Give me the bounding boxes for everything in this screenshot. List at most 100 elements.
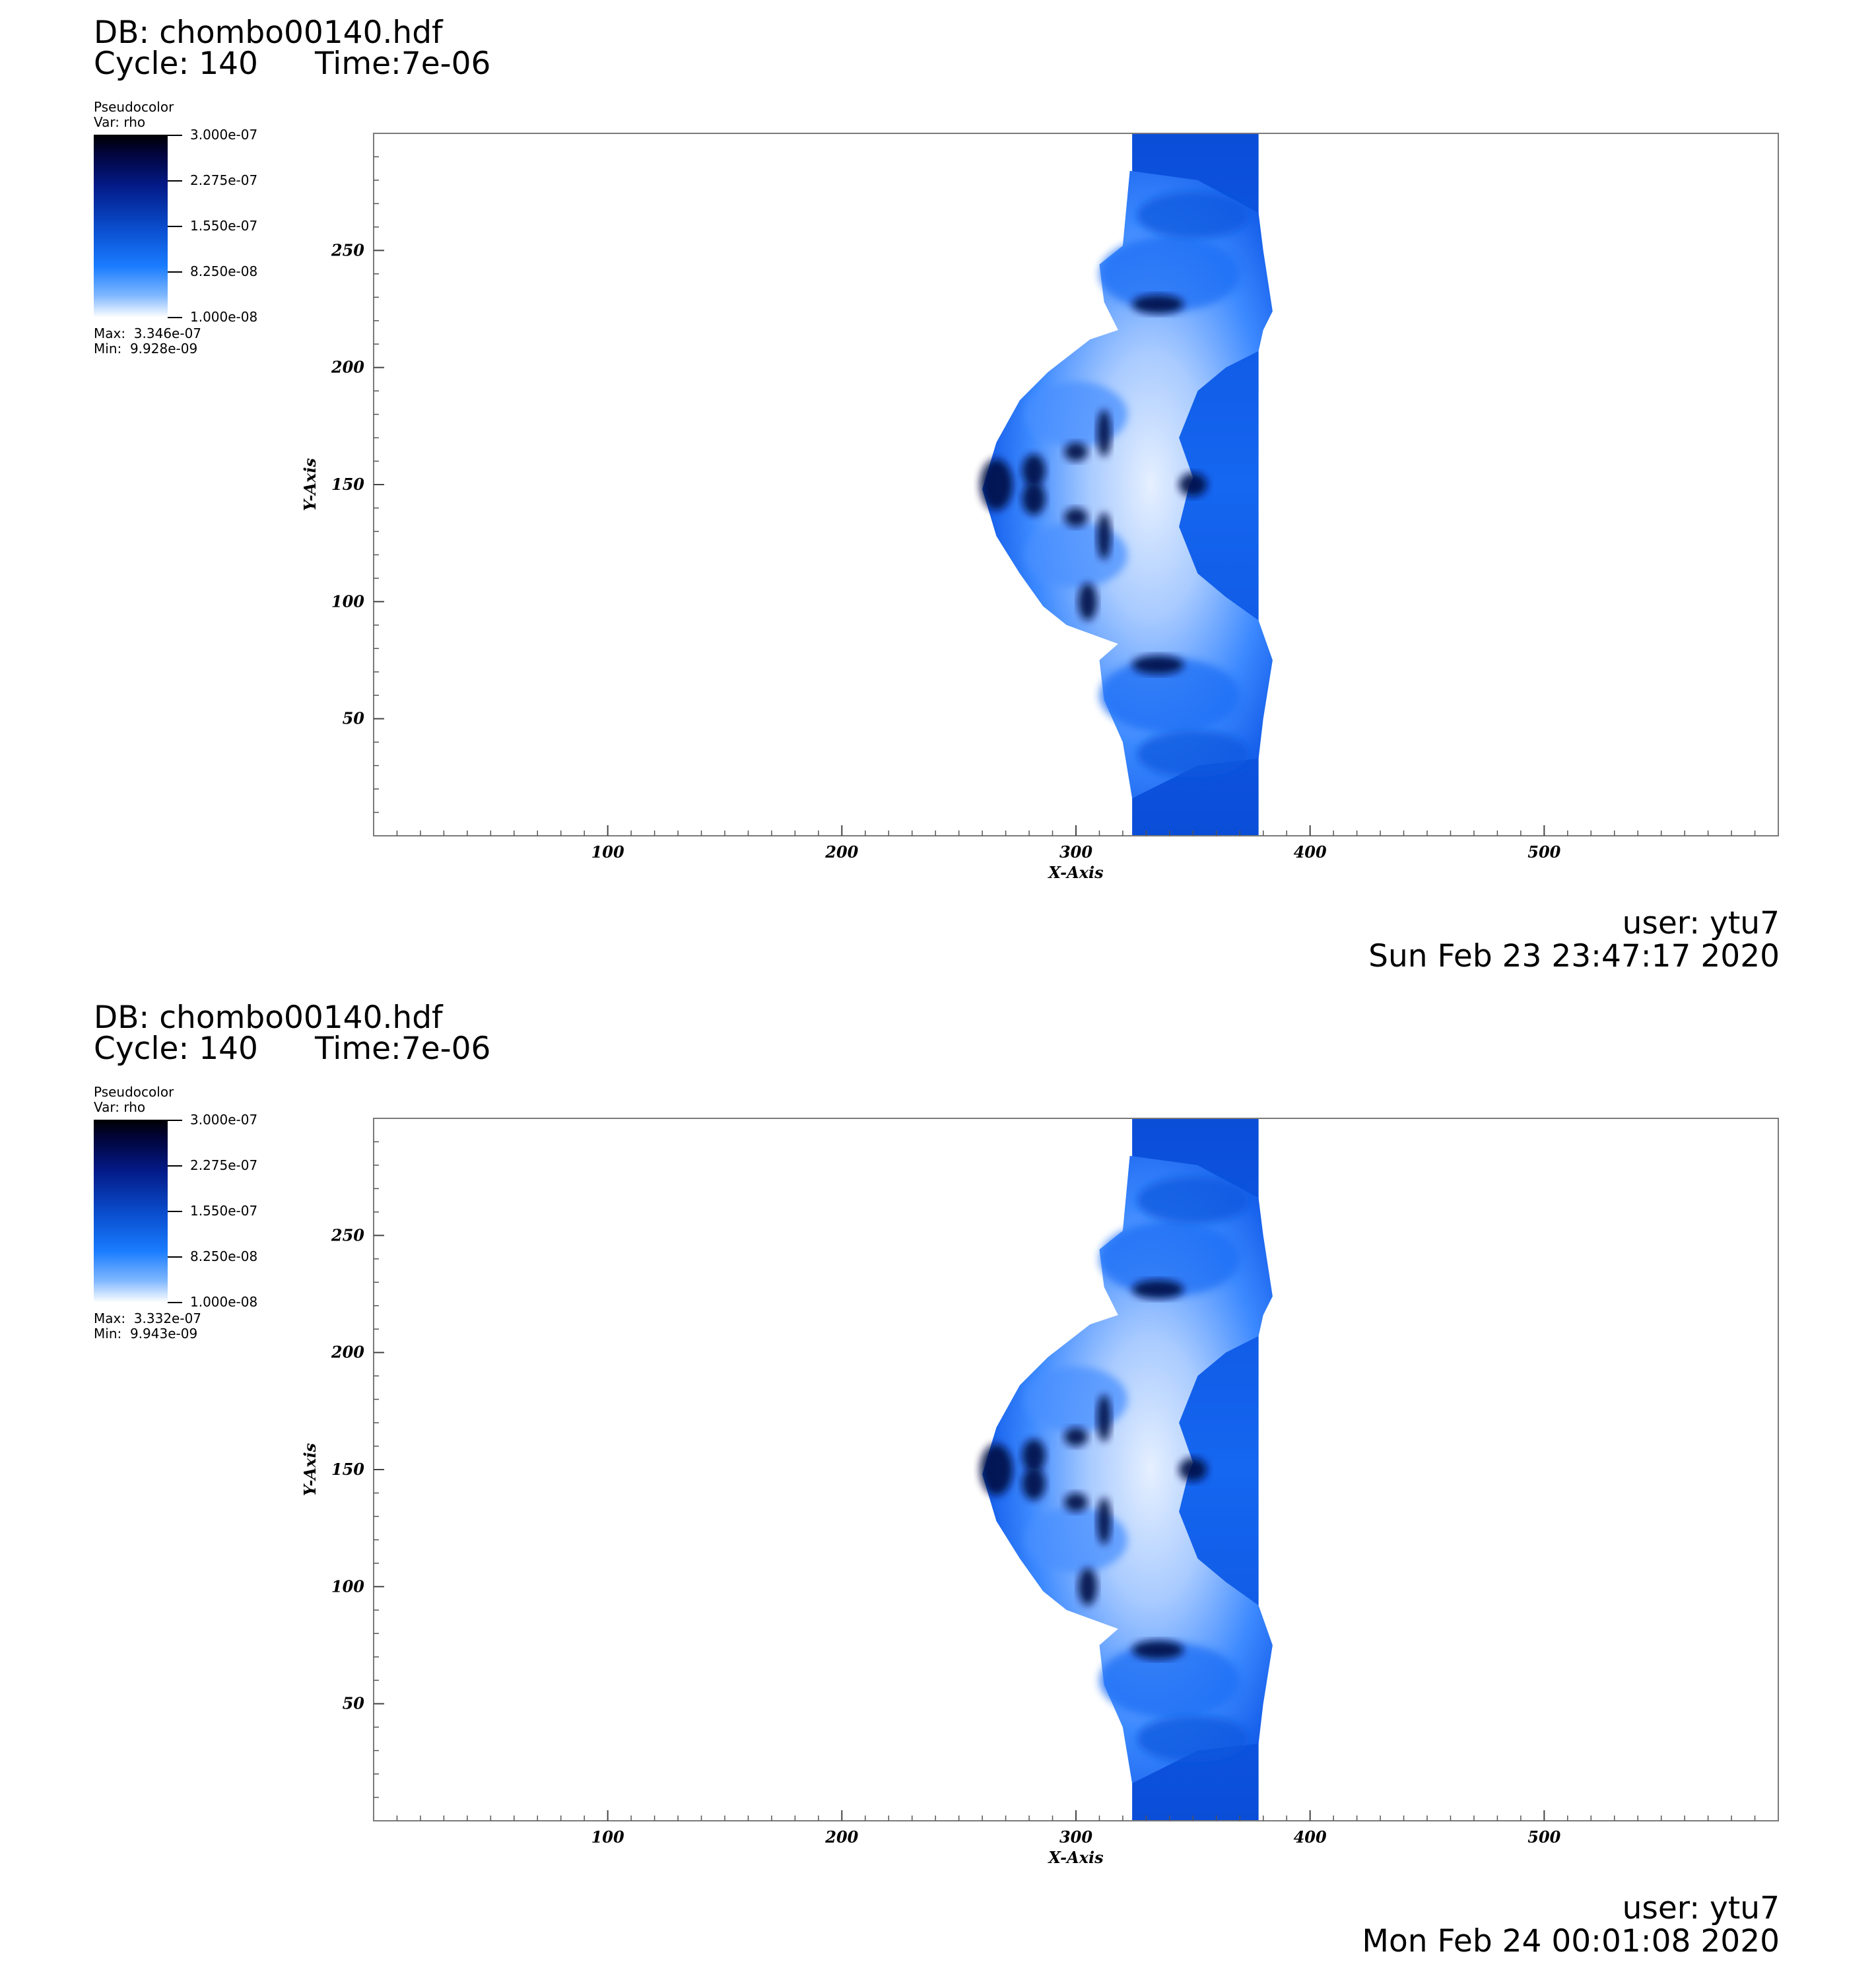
cycle-time-line: Cycle: 140 Time:7e-06 <box>94 1033 490 1064</box>
pseudocolor-plot: 100 200 300 400 500 50 100 150 200 250 X-Axis Y-Axi… <box>300 1118 1779 1867</box>
density-filament <box>1064 1493 1088 1512</box>
legend-tick-label: 3.000e-07 <box>190 127 258 143</box>
y-tick-label: 150 <box>331 475 364 494</box>
x-tick-label: 500 <box>1527 1827 1560 1847</box>
cycle-time-line: Cycle: 140 Time:7e-06 <box>94 48 490 79</box>
x-tick-label: 300 <box>1059 842 1092 862</box>
y-axis-title: Y-Axis <box>300 1443 319 1496</box>
pseudocolor-plot: 100 200 300 400 500 50 100 150 200 250 X-Axis Y-Axi… <box>300 133 1779 882</box>
density-lobe <box>1024 381 1128 448</box>
db-label: DB: chombo00140.hdf <box>94 1000 443 1036</box>
density-filament <box>1078 582 1097 621</box>
shocked-region <box>982 1155 1273 1784</box>
density-filament <box>1022 454 1046 487</box>
x-axis-title: X-Axis <box>1047 1848 1104 1867</box>
y-tick-label: 100 <box>331 592 364 611</box>
legend-plot-type: Pseudocolor <box>94 99 174 115</box>
user-label: user: ytu7 <box>1622 905 1780 941</box>
density-field <box>980 133 1273 836</box>
legend-tick-label: 1.000e-08 <box>190 1294 258 1310</box>
density-lobe <box>1099 658 1240 733</box>
legend-tick <box>168 1120 182 1121</box>
legend-tick-label: 3.000e-07 <box>190 1112 258 1128</box>
legend-tick-label: 2.275e-07 <box>190 1157 258 1173</box>
user-label: user: ytu7 <box>1622 1890 1780 1926</box>
density-filament <box>1064 1427 1088 1446</box>
density-lobe <box>1024 1507 1128 1573</box>
legend-min: Min: 9.928e-09 <box>94 341 198 357</box>
legend-max: Max: 3.346e-07 <box>94 325 202 341</box>
shocked-region <box>982 170 1273 799</box>
legend-tick-label: 1.000e-08 <box>190 309 258 325</box>
density-filament <box>1132 294 1184 314</box>
legend-plot-type: Pseudocolor <box>94 1084 174 1100</box>
y-axis-title: Y-Axis <box>300 458 319 511</box>
cycle-label: Cycle: 140 <box>94 46 258 82</box>
density-filament <box>1022 1467 1046 1501</box>
y-tick-label: 250 <box>331 1225 364 1244</box>
density-filament <box>1179 1458 1207 1481</box>
density-filament <box>1064 442 1088 461</box>
legend-tick <box>168 1211 182 1212</box>
density-filament <box>1179 473 1207 496</box>
legend-tick-label: 1.550e-07 <box>190 1203 258 1219</box>
density-lobe <box>1137 191 1250 239</box>
legend-tick <box>168 226 182 227</box>
x-tick-label: 400 <box>1294 1827 1327 1847</box>
legend-tick <box>168 135 182 136</box>
date-label: Mon Feb 24 00:01:08 2020 <box>1362 1923 1780 1959</box>
legend-tick-label: 1.550e-07 <box>190 218 258 234</box>
density-filament <box>1132 655 1184 675</box>
legend-tick <box>168 1165 182 1167</box>
time-label: Time:7e-06 <box>315 46 491 82</box>
plot-panel-2: DB: chombo00140.hdf Cycle: 140 Time:7e-06… <box>0 985 1876 1970</box>
density-lobe <box>1099 1221 1240 1297</box>
y-tick-label: 200 <box>331 358 364 377</box>
density-filament <box>980 458 1013 511</box>
db-label: DB: chombo00140.hdf <box>94 15 443 51</box>
density-filament <box>1022 1439 1046 1472</box>
plot-panel-1: DB: chombo00140.hdf Cycle: 140 Time:7e-06… <box>94 15 1780 974</box>
cycle-label: Cycle: 140 <box>94 1031 258 1067</box>
density-lobe <box>1137 1715 1250 1763</box>
density-filament <box>1096 1497 1112 1545</box>
legend-colorbar <box>94 1120 168 1303</box>
time-label: Time:7e-06 <box>315 1031 491 1067</box>
legend-tick <box>168 180 182 182</box>
density-lobe <box>1099 236 1240 312</box>
x-tick-label: 300 <box>1059 1827 1092 1847</box>
density-filament <box>1064 508 1088 527</box>
x-tick-label: 100 <box>591 1827 624 1847</box>
legend-tick-label: 8.250e-08 <box>190 263 258 279</box>
y-tick-label: 100 <box>331 1577 364 1596</box>
date-label: Sun Feb 23 23:47:17 2020 <box>1368 938 1780 974</box>
x-tick-label: 100 <box>591 842 624 862</box>
density-lobe <box>1024 522 1128 588</box>
density-filament <box>1096 409 1112 457</box>
density-lobe <box>1137 730 1250 778</box>
density-filament <box>1132 1279 1184 1299</box>
legend-tick <box>168 317 182 318</box>
density-lobe <box>1137 1176 1250 1224</box>
legend-tick-label: 2.275e-07 <box>190 172 258 188</box>
density-filament <box>1078 1567 1097 1606</box>
density-filament <box>1132 1640 1184 1660</box>
legend-variable: Var: rho <box>94 1099 146 1115</box>
y-tick-label: 250 <box>331 240 364 259</box>
y-tick-label: 150 <box>331 1460 364 1479</box>
legend-min: Min: 9.943e-09 <box>94 1326 198 1342</box>
legend-max: Max: 3.332e-07 <box>94 1310 202 1326</box>
x-tick-label: 200 <box>824 1827 858 1847</box>
legend-tick <box>168 1302 182 1303</box>
x-tick-label: 200 <box>824 842 858 862</box>
legend-tick-label: 8.250e-08 <box>190 1248 258 1264</box>
x-tick-label: 500 <box>1527 842 1560 862</box>
y-tick-label: 200 <box>331 1343 364 1362</box>
density-field <box>980 1118 1273 1821</box>
y-tick-label: 50 <box>343 1694 365 1713</box>
density-filament <box>980 1443 1013 1496</box>
density-filament <box>1096 1394 1112 1442</box>
legend-variable: Var: rho <box>94 114 146 130</box>
legend-colorbar <box>94 135 168 318</box>
legend-tick <box>168 1256 182 1258</box>
